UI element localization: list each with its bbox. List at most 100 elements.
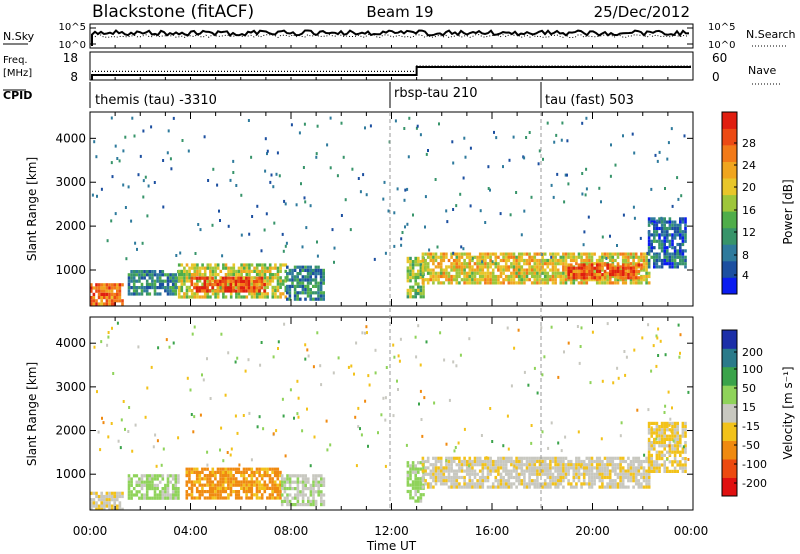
power-cell — [214, 266, 217, 270]
vel-cell — [497, 463, 500, 467]
vel-cell — [471, 472, 474, 476]
vel-cell — [673, 469, 677, 473]
vel-cell — [439, 456, 443, 460]
vel-cell — [452, 485, 456, 489]
power-cell — [266, 279, 269, 283]
vel-cell — [533, 466, 537, 470]
power-cell — [432, 268, 435, 272]
vel-cell — [551, 482, 555, 486]
vel-cell — [166, 480, 170, 484]
vel-cell — [301, 483, 305, 487]
vel-cell — [463, 485, 466, 489]
power-cell — [190, 273, 194, 277]
vel-cell — [214, 470, 217, 474]
power-scatter-cell — [546, 121, 549, 125]
power-cell — [567, 252, 570, 256]
vel-cell — [478, 469, 482, 473]
power-cell — [105, 289, 109, 293]
power-cell — [317, 268, 320, 272]
vel-scatter-cell — [191, 332, 194, 336]
power-cell — [484, 258, 487, 263]
power-cell — [679, 220, 682, 224]
vel-cell — [497, 456, 500, 460]
power-cell — [507, 252, 511, 256]
power-cell — [520, 271, 524, 275]
power-cell — [556, 271, 560, 275]
vel-scatter-cell — [439, 331, 442, 335]
vel-cell — [598, 456, 602, 460]
vel-cell — [219, 480, 222, 484]
power-cell — [306, 278, 310, 282]
vel-cell — [663, 453, 666, 457]
power-cell — [130, 270, 133, 274]
power-cell — [409, 272, 412, 276]
vel-cell — [232, 480, 235, 484]
power-cell — [598, 258, 602, 263]
vel-cell — [673, 421, 677, 425]
vel-scatter-cell — [655, 334, 658, 338]
power-cell — [108, 283, 111, 287]
power-scatter-cell — [162, 205, 165, 209]
vel-cell — [653, 447, 656, 451]
vel-cell — [684, 469, 687, 473]
power-cell — [185, 279, 189, 283]
vel-cell — [684, 450, 687, 454]
vel-scatter-cell — [384, 418, 387, 422]
power-cell — [222, 263, 225, 267]
vel-cell — [491, 463, 495, 467]
power-cell — [242, 295, 246, 299]
power-cell — [250, 295, 254, 299]
vel-cell — [676, 444, 679, 448]
power-scatter-cell — [127, 185, 130, 189]
power-cell — [322, 275, 325, 279]
power-cell — [188, 276, 191, 280]
power-scatter-cell — [125, 257, 128, 261]
power-scatter-cell — [560, 138, 563, 142]
vel-cell — [258, 486, 261, 490]
power-cell — [609, 269, 612, 273]
power-cell — [90, 299, 93, 303]
vel-cell — [174, 496, 178, 500]
power-cell — [538, 278, 542, 282]
power-cell — [258, 263, 262, 267]
power-cell — [650, 242, 653, 247]
vel-cell — [515, 466, 518, 470]
vel-cell — [655, 431, 659, 435]
vel-cell — [105, 494, 109, 499]
vel-cell — [619, 475, 622, 480]
vel-cell — [417, 489, 420, 494]
power-cell — [419, 263, 423, 267]
vel-cell — [645, 459, 648, 464]
vel-cell — [494, 466, 498, 470]
vel-cell — [242, 486, 246, 490]
vel-scatter-cell — [256, 425, 259, 429]
power-cell — [258, 279, 261, 283]
power-cell — [229, 266, 233, 270]
power-cell — [306, 272, 310, 276]
vel-scatter-cell — [319, 364, 322, 368]
vel-cell — [409, 473, 412, 478]
vel-cell — [437, 469, 440, 473]
vel-cell — [195, 467, 199, 471]
power-cell — [198, 269, 202, 273]
vel-cell — [468, 479, 472, 483]
cpid-bar: themis (tau) -3310 rbsp-tau 210 tau (fas… — [89, 82, 634, 108]
power-cell — [650, 246, 653, 250]
power-cell — [603, 278, 607, 282]
power-cell — [655, 226, 659, 231]
power-cell — [525, 278, 529, 282]
power-cell — [491, 274, 495, 279]
vel-scatter-cell — [277, 340, 280, 344]
power-cell — [629, 262, 633, 266]
vel-scatter-cell — [120, 418, 123, 422]
power-cell — [673, 255, 677, 259]
power-cell — [132, 276, 136, 280]
power-cell — [468, 258, 472, 263]
power-scatter-cell — [114, 144, 117, 148]
power-cell — [439, 271, 443, 275]
power-cell — [458, 258, 461, 263]
vel-scatter-cell — [666, 457, 669, 461]
vel-cell — [103, 504, 106, 508]
vel-cell — [424, 466, 427, 470]
power-cell — [681, 255, 685, 259]
